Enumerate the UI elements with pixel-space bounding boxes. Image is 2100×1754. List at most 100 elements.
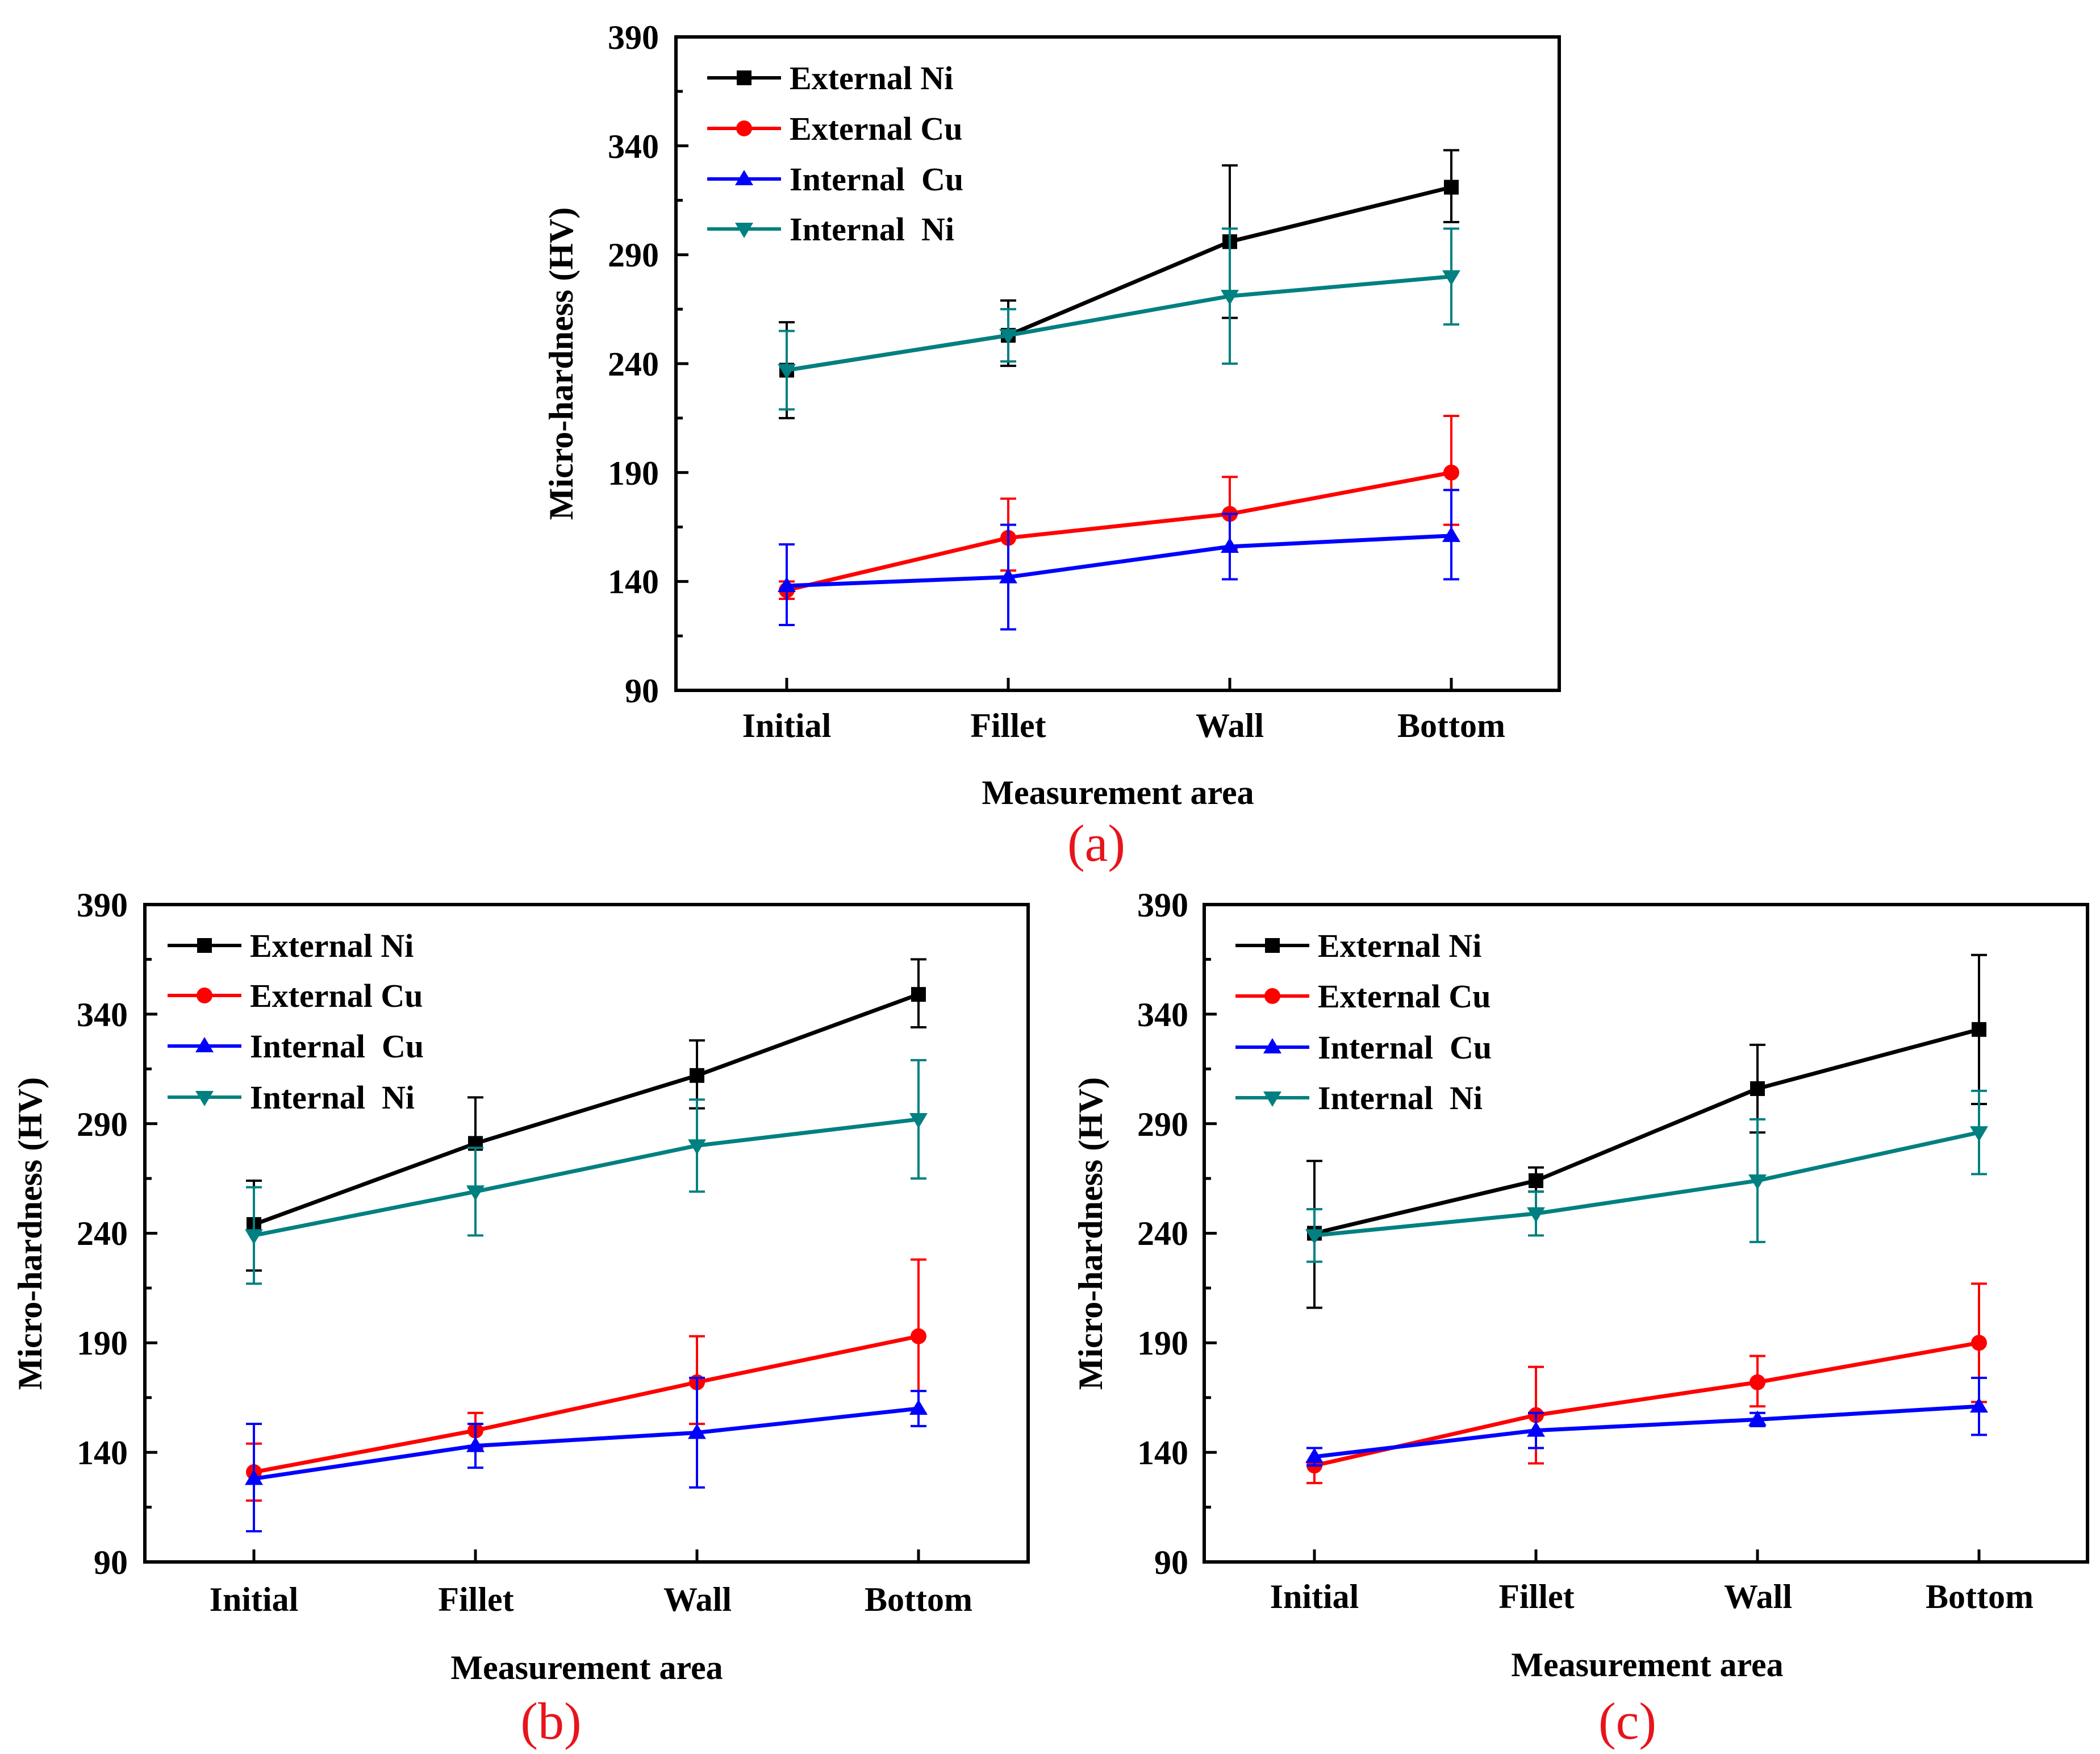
x-category-label: Bottom <box>1926 1578 2034 1615</box>
legend-item: External Ni <box>1235 927 1481 964</box>
series-line <box>253 992 920 1227</box>
x-category-label: Fillet <box>970 707 1046 744</box>
legend-label: External Ni <box>1318 927 1481 964</box>
series-layer <box>245 958 928 1533</box>
data-point <box>909 1113 928 1128</box>
y-tick-label: 340 <box>608 128 659 165</box>
series-line <box>786 274 1452 372</box>
panel-label: (a) <box>1067 814 1125 872</box>
x-axis-title: Measurement area <box>1511 1646 1783 1684</box>
legend-marker <box>736 120 752 136</box>
y-tick-label: 340 <box>77 996 128 1034</box>
y-tick-label: 90 <box>1154 1544 1188 1581</box>
data-point <box>1305 1447 1324 1463</box>
legend-marker <box>195 1091 214 1106</box>
y-tick-label: 240 <box>608 345 659 383</box>
series-line <box>253 1406 919 1481</box>
data-point <box>1527 1207 1545 1223</box>
legend-label: Internal Ni <box>790 211 954 248</box>
data-point <box>690 1068 704 1083</box>
legend-item: External Cu <box>707 110 963 147</box>
data-point <box>466 1185 485 1201</box>
y-tick-label: 390 <box>608 19 659 56</box>
y-tick-label: 290 <box>608 236 659 274</box>
y-tick-label: 390 <box>1137 886 1188 924</box>
chart-panel-a: 90 140 190 240 290 340 390 Initial Fille… <box>542 19 1561 872</box>
legend-label: Internal Ni <box>250 1079 415 1116</box>
legend-marker <box>197 938 212 953</box>
data-point <box>1972 1022 1986 1037</box>
data-point <box>1748 1174 1767 1190</box>
chart-panel-b: 90 140 190 240 290 340 390 Initial Fille… <box>11 886 1030 1750</box>
legend-label: External Ni <box>790 60 953 97</box>
y-tick-label: 140 <box>1137 1434 1188 1472</box>
series-layer <box>778 149 1460 631</box>
panel-label: (c) <box>1598 1692 1656 1750</box>
x-category-labels: Initial Fillet Wall Bottom <box>742 707 1505 744</box>
series-line <box>253 1334 919 1474</box>
legend-item: External Ni <box>707 60 953 97</box>
legend-label: External Cu <box>1318 978 1491 1015</box>
y-tick-label: 190 <box>608 455 659 492</box>
legend-item: Internal Cu <box>168 1028 424 1065</box>
data-point <box>1970 1397 1988 1413</box>
y-tick-label: 290 <box>77 1106 128 1143</box>
legend-item: Internal Ni <box>707 211 954 248</box>
data-point <box>1748 1410 1767 1426</box>
y-tick-labels: 90 140 190 240 290 340 390 <box>1137 886 1188 1581</box>
data-point <box>1971 1335 1987 1351</box>
y-tick-label: 190 <box>77 1324 128 1362</box>
series-line <box>1314 1340 1980 1468</box>
x-category-labels: Initial Fillet Wall Bottom <box>210 1581 972 1618</box>
x-category-label: Wall <box>1724 1578 1792 1615</box>
data-point <box>1750 1081 1765 1096</box>
legend-item: Internal Cu <box>1235 1029 1492 1066</box>
data-point <box>688 1139 706 1155</box>
data-point <box>1970 1126 1988 1142</box>
x-category-label: Bottom <box>865 1581 972 1618</box>
y-tick-label: 340 <box>1137 996 1188 1034</box>
data-point <box>1442 526 1460 542</box>
legend-marker <box>735 170 753 185</box>
y-axis-title: Micro-hardness (HV) <box>1072 1077 1109 1390</box>
data-point <box>245 1469 263 1485</box>
y-tick-label: 240 <box>77 1215 128 1252</box>
data-point <box>1221 290 1239 306</box>
data-point <box>909 1399 928 1415</box>
series-line <box>786 534 1452 588</box>
x-category-label: Initial <box>1270 1578 1359 1615</box>
data-point <box>1444 180 1459 195</box>
legend-label: Internal Cu <box>250 1028 424 1065</box>
data-point <box>245 1229 263 1245</box>
data-point <box>688 1423 706 1439</box>
series-internal-ni <box>245 1059 928 1285</box>
legend-item: External Cu <box>168 977 423 1014</box>
x-category-label: Fillet <box>438 1581 513 1618</box>
y-tick-label: 240 <box>1137 1215 1188 1252</box>
x-category-label: Wall <box>663 1581 732 1618</box>
data-point <box>778 364 796 380</box>
series-internal-cu <box>778 489 1460 631</box>
series-external-cu <box>1306 1282 1987 1485</box>
y-tick-label: 90 <box>625 672 659 710</box>
series-external-ni <box>246 958 926 1272</box>
legend-marker <box>735 223 753 238</box>
legend-marker <box>1263 1091 1281 1107</box>
x-category-labels: Initial Fillet Wall Bottom <box>1270 1578 2034 1615</box>
y-tick-label: 140 <box>77 1434 128 1472</box>
x-category-label: Initial <box>742 707 832 744</box>
series-internal-ni <box>1305 1089 1988 1263</box>
y-tick-labels: 90 140 190 240 290 340 390 <box>608 19 659 710</box>
x-category-label: Bottom <box>1397 707 1505 744</box>
legend-item: Internal Ni <box>1235 1080 1483 1116</box>
series-internal-cu <box>245 1377 928 1533</box>
series-line <box>1314 1130 1980 1238</box>
chart-panel-c: 90 140 190 240 290 340 390 Initial Fille… <box>1072 886 2089 1750</box>
data-point <box>1750 1374 1765 1390</box>
x-category-label: Fillet <box>1498 1578 1574 1615</box>
y-tick-label: 390 <box>77 886 128 924</box>
series-internal-ni <box>778 227 1460 411</box>
y-tick-label: 290 <box>1137 1106 1188 1143</box>
series-internal-cu <box>1305 1377 1988 1467</box>
